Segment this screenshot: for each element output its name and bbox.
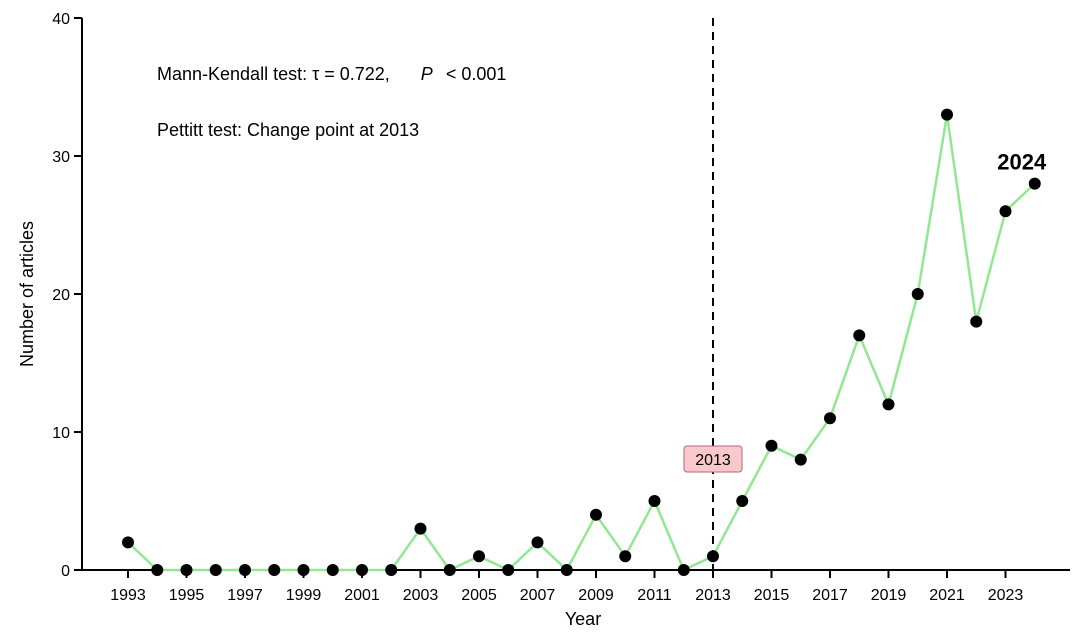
- data-point: [882, 398, 895, 411]
- last-point-label: 2024: [997, 150, 1047, 175]
- data-point: [414, 522, 427, 535]
- data-point: [999, 205, 1012, 218]
- data-point: [736, 495, 749, 507]
- data-point: [122, 536, 134, 549]
- y-axis-title: Number of articles: [17, 221, 37, 367]
- x-tick-label: 2015: [754, 587, 790, 604]
- x-tick-label: 2023: [988, 587, 1024, 604]
- data-point: [297, 564, 310, 576]
- x-tick-label: 1993: [110, 587, 146, 604]
- data-point: [765, 439, 778, 452]
- change-point-box: [683, 445, 743, 473]
- mann-kendall-annotation: Mann-Kendall test: τ = 0.722, P < 0.001: [157, 64, 506, 84]
- data-point: [473, 550, 485, 563]
- series-group: [122, 108, 1041, 576]
- change-point-label: 2013: [683, 445, 743, 473]
- data-point: [677, 564, 690, 576]
- data-point: [853, 329, 866, 342]
- y-tick-label: 0: [61, 563, 70, 580]
- y-tick-label: 30: [52, 149, 70, 166]
- data-point: [970, 315, 983, 328]
- data-point: [443, 564, 456, 576]
- data-point: [707, 550, 719, 563]
- data-point: [356, 564, 368, 576]
- x-tick-label: 1999: [286, 587, 322, 604]
- data-point: [180, 564, 193, 576]
- y-tick-label: 20: [52, 287, 70, 304]
- data-point: [268, 564, 281, 576]
- x-tick-label: 2003: [403, 587, 439, 604]
- data-point: [590, 508, 602, 521]
- data-point: [941, 108, 953, 121]
- data-point: [824, 412, 836, 425]
- mann-kendall-text: Mann-Kendall test: τ = 0.722,: [157, 64, 390, 84]
- x-tick-label: 1995: [169, 587, 205, 604]
- x-ticks: 1993 1995 1997 1999 2001 2003 2005 2007 2009 2011…: [110, 570, 1023, 604]
- x-tick-label: 2019: [871, 587, 907, 604]
- data-point: [1028, 177, 1041, 190]
- data-point: [531, 536, 544, 549]
- x-tick-label: 2005: [461, 587, 497, 604]
- y-ticks: 0 10 20 30 40: [52, 11, 82, 580]
- pettitt-annotation: Pettitt test: Change point at 2013: [157, 120, 419, 140]
- data-point: [794, 453, 807, 466]
- data-point: [911, 288, 924, 300]
- data-point: [209, 564, 222, 576]
- data-point: [326, 564, 339, 576]
- x-tick-label: 2007: [520, 587, 556, 604]
- y-axis: 0 10 20 30 40: [52, 11, 83, 580]
- x-tick-label: 1997: [227, 587, 263, 604]
- x-axis-title: Year: [565, 609, 601, 629]
- x-tick-label: 2013: [695, 587, 731, 604]
- x-tick-label: 2009: [578, 587, 614, 604]
- data-point: [385, 564, 398, 576]
- change-point-text: 2013: [695, 452, 731, 469]
- x-axis: 1993 1995 1997 1999 2001 2003 2005 2007 2009 2011…: [82, 569, 1070, 604]
- data-point: [151, 564, 164, 576]
- data-point: [619, 550, 632, 563]
- data-point: [648, 495, 661, 507]
- y-tick-label: 10: [52, 425, 70, 442]
- data-point: [239, 564, 251, 576]
- x-tick-label: 2011: [637, 587, 672, 604]
- x-tick-label: 2017: [812, 587, 848, 604]
- series-line: [127, 113, 1036, 572]
- p-value: < 0.001: [446, 64, 507, 84]
- data-point: [502, 564, 515, 576]
- x-tick-label: 2021: [929, 587, 965, 604]
- data-point: [560, 564, 573, 576]
- p-symbol: P: [421, 64, 433, 84]
- x-tick-label: 2001: [344, 587, 380, 604]
- y-tick-label: 40: [52, 11, 70, 28]
